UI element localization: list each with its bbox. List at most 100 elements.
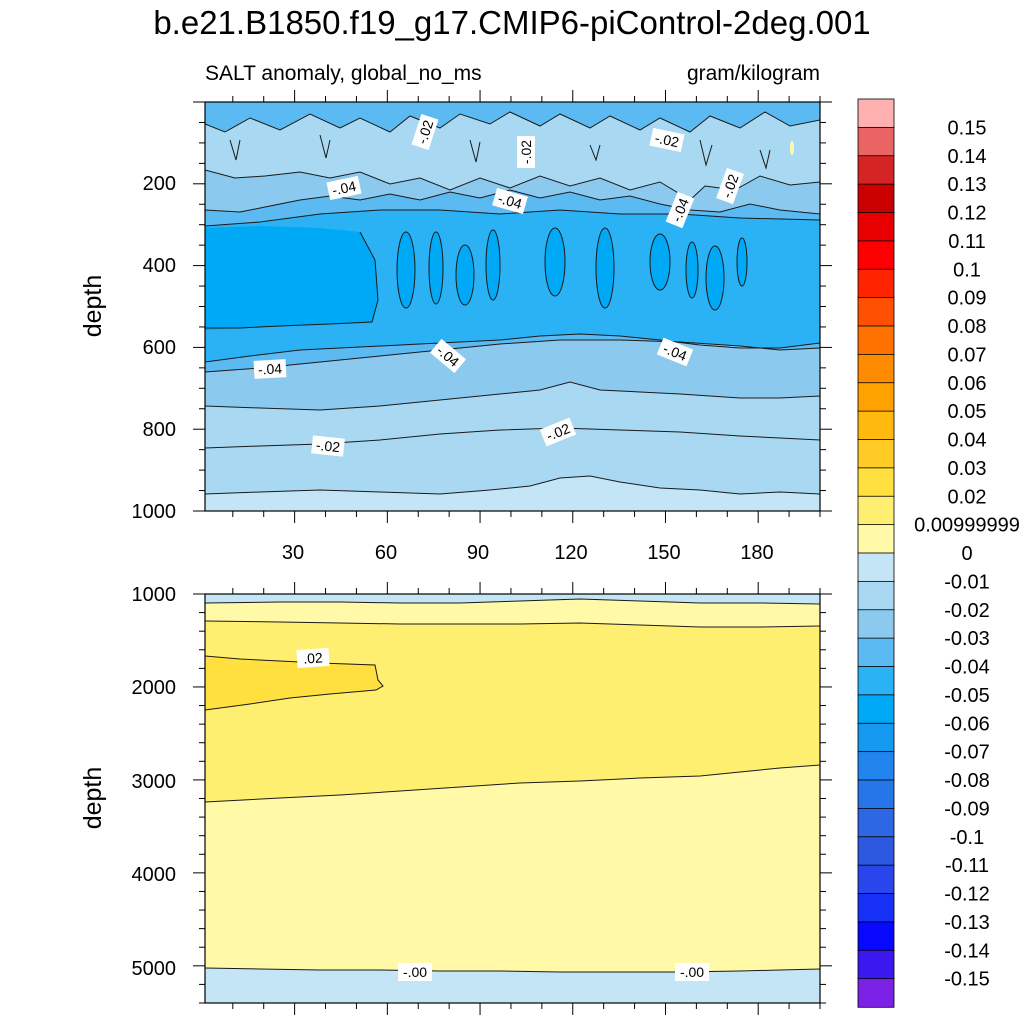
contour-label: -.02 — [718, 172, 741, 200]
fill-top-neg006-cell — [545, 228, 565, 296]
colorbar-swatch — [857, 666, 895, 696]
contour-top-line — [685, 241, 699, 299]
fill-bottom-seafloor-band — [205, 968, 820, 1003]
colorbar-swatch — [857, 524, 895, 554]
colorbar-label: 0.06 — [948, 373, 987, 395]
contour-label: -.00 — [680, 964, 704, 980]
contour-top-line — [205, 475, 820, 495]
contour-top-line — [205, 333, 820, 363]
colorbar-label: -0.15 — [944, 969, 990, 991]
colorbar-swatch — [857, 325, 895, 356]
colorbar-label: -0.06 — [944, 713, 990, 735]
colorbar-label: 0.1 — [953, 259, 981, 281]
contour-top-line — [705, 245, 725, 311]
colorbar-label: -0.04 — [944, 657, 990, 679]
axis-ticks — [193, 90, 832, 1015]
colorbar-swatch — [857, 183, 895, 214]
fill-bottom-top-band — [205, 594, 820, 603]
contour-bottom-line — [205, 620, 820, 628]
colorbar-swatch — [857, 949, 895, 980]
variable-label: SALT anomaly, global_no_ms — [205, 62, 482, 85]
colorbar-label: 0.15 — [948, 117, 987, 139]
colorbar-label: 0.13 — [948, 174, 987, 196]
colorbar-label: -0.1 — [950, 827, 984, 849]
colorbar-label: -0.05 — [944, 685, 990, 707]
contour-label: .02 — [303, 649, 324, 666]
fill-top-positive-speck — [790, 141, 794, 155]
colorbar-label: -0.01 — [944, 571, 990, 593]
colorbar-label: 0.07 — [948, 344, 987, 366]
colorbar-label: -0.08 — [944, 770, 990, 792]
colorbar-label: 0.03 — [948, 458, 987, 480]
colorbar-swatch — [857, 126, 895, 157]
colorbar-label: -0.14 — [944, 940, 990, 962]
x-tick-label: 150 — [647, 542, 680, 564]
bottom-panel-fills — [205, 594, 820, 1003]
fill-bottom-pos001-band — [205, 599, 820, 627]
bottom-y-tick-label: 4000 — [132, 864, 177, 886]
colorbar-swatch — [857, 495, 895, 526]
contour-top-line — [544, 227, 566, 297]
colorbar-label: 0.04 — [948, 430, 987, 452]
colorbar-swatch — [857, 978, 895, 1008]
bottom-contour-labels: .02 -.00 -.00 — [296, 647, 709, 981]
contour-bottom-line — [205, 967, 820, 973]
colorbar-swatch — [857, 779, 895, 810]
x-tick-label: 90 — [467, 542, 489, 564]
contour-top-line — [205, 231, 379, 329]
colorbar-label: -0.07 — [944, 742, 990, 764]
colorbar-swatch — [857, 609, 895, 639]
colorbar-label: 0.09 — [948, 288, 987, 310]
colorbar-swatch — [857, 240, 895, 270]
contour-top-line — [736, 237, 748, 287]
colorbar-label: -0.02 — [944, 600, 990, 622]
bottom-y-axis-title: depth — [79, 767, 107, 830]
x-tick-label: 60 — [375, 542, 397, 564]
contour-bottom-line — [205, 655, 384, 711]
contour-top-line — [485, 229, 501, 301]
fill-top-neg006-cell — [205, 226, 378, 330]
contour-top-line — [428, 231, 444, 305]
x-tick-label: 180 — [740, 542, 773, 564]
colorbar-label: -0.11 — [945, 855, 989, 877]
colorbar-swatch — [857, 382, 895, 412]
fill-top-surface-patch — [205, 102, 820, 132]
contour-label: -.04 — [331, 178, 358, 199]
x-tick-label: 30 — [282, 542, 304, 564]
contour-top-line — [396, 231, 416, 309]
fill-top-neg006-cell — [650, 234, 670, 290]
colorbar-swatch — [857, 297, 895, 327]
colorbar-swatch — [857, 98, 895, 129]
colorbar-swatch — [857, 268, 895, 299]
colorbar-swatch — [857, 155, 895, 185]
contour-label: -.02 — [315, 437, 341, 455]
colorbar-swatch — [857, 921, 895, 951]
contour-top-line — [649, 233, 671, 291]
colorbar-label: 0.11 — [948, 231, 985, 253]
colorbar-swatch — [857, 439, 895, 469]
fill-top-surface-band — [205, 102, 820, 200]
contour-bottom-line — [205, 764, 820, 803]
colorbar-swatch — [857, 807, 895, 838]
colorbar-swatch — [857, 637, 895, 668]
contour-label: -.00 — [403, 964, 427, 980]
top-y-tick-label: 200 — [143, 173, 176, 195]
colorbar-swatch — [857, 751, 895, 781]
bottom-y-tick-label: 1000 — [132, 584, 177, 606]
top-y-tick-label: 1000 — [132, 501, 177, 523]
x-tick-label: 120 — [554, 542, 587, 564]
contour-top-line — [205, 339, 820, 373]
contour-top-line — [205, 209, 820, 227]
contour-top-line — [229, 134, 771, 170]
colorbar: 0.15 0.14 0.13 0.12 0.11 0.1 0.09 0.08 0.07 0.06 0… — [857, 98, 1020, 1008]
colorbar-label: -0.03 — [944, 628, 990, 650]
fill-top-neg006-cell — [596, 228, 614, 308]
fill-top-neg006-cell — [456, 245, 474, 305]
colorbar-swatch — [857, 694, 895, 724]
colorbar-label: 0.02 — [948, 486, 987, 508]
colorbar-label: -0.09 — [944, 798, 990, 820]
contour-top-line — [205, 189, 820, 215]
fill-top-neg006-cell — [429, 232, 443, 304]
contour-top-line — [205, 427, 820, 449]
